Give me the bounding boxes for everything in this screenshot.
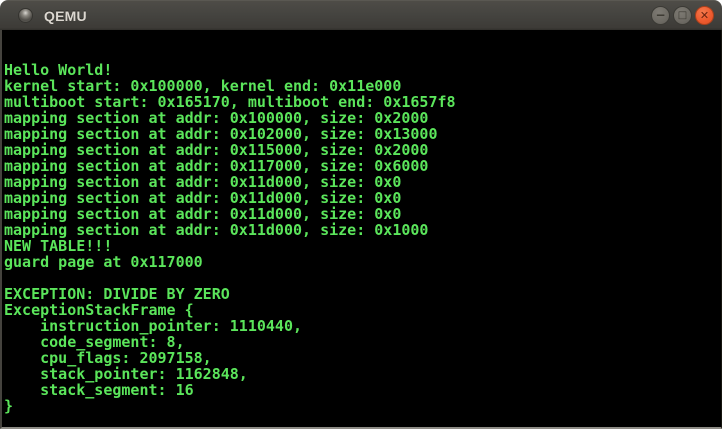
- close-icon: ✕: [699, 9, 710, 22]
- terminal-output: Hello World! kernel start: 0x100000, ker…: [4, 61, 456, 415]
- window-controls: − □ ✕: [651, 6, 714, 25]
- minimize-icon: −: [655, 8, 666, 22]
- minimize-button[interactable]: −: [651, 6, 670, 25]
- window-title: QEMU: [44, 7, 87, 24]
- close-button[interactable]: ✕: [695, 6, 714, 25]
- titlebar[interactable]: QEMU − □ ✕: [0, 0, 722, 30]
- vga-display[interactable]: Hello World! kernel start: 0x100000, ker…: [0, 30, 722, 429]
- maximize-button[interactable]: □: [673, 6, 692, 25]
- maximize-icon: □: [677, 9, 688, 21]
- qemu-window-icon: [19, 9, 32, 22]
